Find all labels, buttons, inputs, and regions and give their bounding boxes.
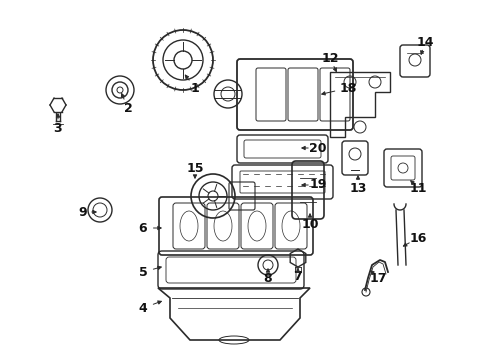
Text: 8: 8 bbox=[263, 271, 272, 284]
Text: 4: 4 bbox=[138, 302, 147, 315]
Text: 19: 19 bbox=[309, 179, 326, 192]
Text: 11: 11 bbox=[408, 181, 426, 194]
Text: 2: 2 bbox=[123, 102, 132, 114]
Text: 16: 16 bbox=[408, 231, 426, 244]
Text: 6: 6 bbox=[139, 221, 147, 234]
Text: 13: 13 bbox=[348, 181, 366, 194]
Text: 3: 3 bbox=[54, 122, 62, 135]
Text: 1: 1 bbox=[190, 81, 199, 94]
Text: 9: 9 bbox=[79, 206, 87, 219]
Text: 20: 20 bbox=[308, 141, 326, 154]
Text: 12: 12 bbox=[321, 51, 338, 64]
Text: 15: 15 bbox=[186, 162, 203, 175]
Text: 10: 10 bbox=[301, 217, 318, 230]
Text: 7: 7 bbox=[293, 270, 302, 283]
Text: 14: 14 bbox=[415, 36, 433, 49]
Text: 18: 18 bbox=[339, 81, 356, 94]
Text: 17: 17 bbox=[368, 271, 386, 284]
Text: 5: 5 bbox=[138, 266, 147, 279]
